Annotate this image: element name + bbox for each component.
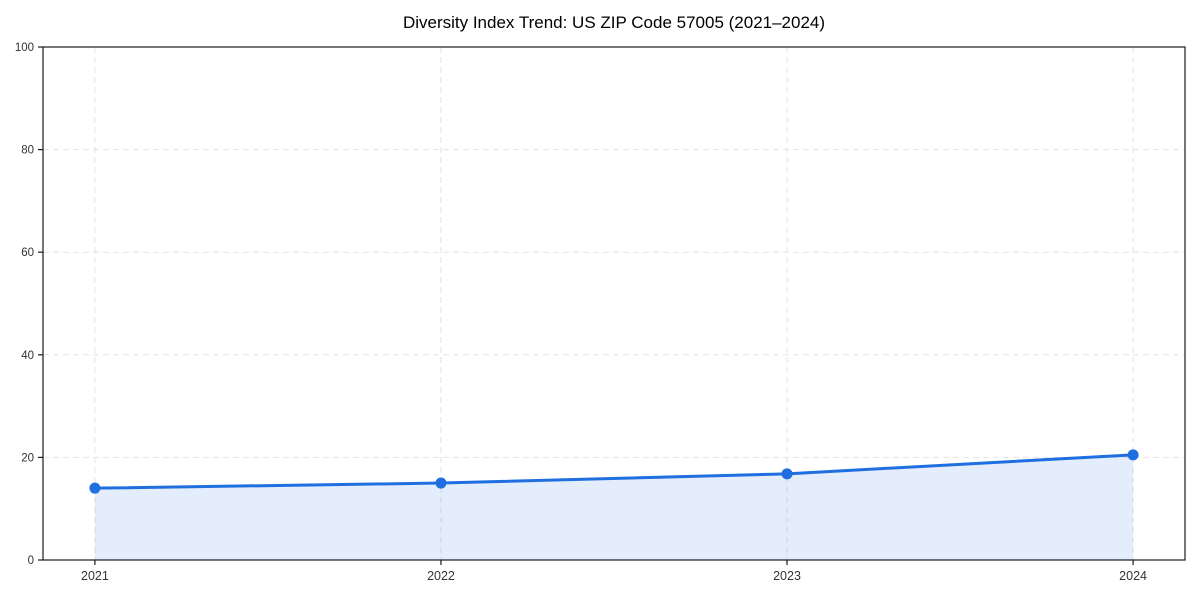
- data-point-marker-2024: [1127, 449, 1139, 461]
- x-tick-label: 2021: [81, 569, 109, 583]
- data-point-marker-2022: [435, 477, 447, 489]
- area-fill: [94, 454, 1134, 560]
- data-point-marker-2021: [89, 482, 101, 494]
- trend-line: [93, 453, 1135, 490]
- y-tick-label: 20: [21, 452, 34, 464]
- x-tick-label: 2022: [427, 569, 455, 583]
- plot-border: [42, 46, 1186, 561]
- y-tick-label: 100: [15, 42, 34, 54]
- x-tick-label: 2024: [1119, 569, 1147, 583]
- chart-title: Diversity Index Trend: US ZIP Code 57005…: [402, 13, 826, 32]
- data-point-marker-2023: [781, 468, 793, 480]
- y-tick-label: 40: [21, 350, 34, 362]
- y-tick-label: 80: [21, 145, 34, 157]
- x-tick-label: 2023: [773, 569, 801, 583]
- y-tick-label: 0: [28, 555, 34, 567]
- y-tick-label: 60: [21, 247, 34, 259]
